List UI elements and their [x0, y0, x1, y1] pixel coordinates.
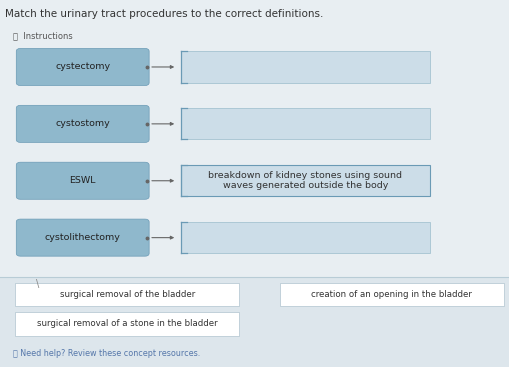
FancyBboxPatch shape — [280, 283, 504, 306]
FancyBboxPatch shape — [16, 105, 149, 142]
Text: cystectomy: cystectomy — [55, 62, 110, 72]
FancyBboxPatch shape — [181, 222, 430, 253]
FancyBboxPatch shape — [16, 48, 149, 86]
FancyBboxPatch shape — [16, 219, 149, 256]
Bar — [0, 277, 509, 367]
FancyBboxPatch shape — [181, 108, 430, 139]
Text: creation of an opening in the bladder: creation of an opening in the bladder — [312, 290, 472, 299]
Text: surgical removal of the bladder: surgical removal of the bladder — [60, 290, 195, 299]
FancyBboxPatch shape — [15, 312, 239, 336]
Text: cystolithectomy: cystolithectomy — [45, 233, 121, 242]
Text: breakdown of kidney stones using sound
waves generated outside the body: breakdown of kidney stones using sound w… — [208, 171, 403, 190]
Text: \: \ — [36, 279, 39, 289]
FancyBboxPatch shape — [181, 51, 430, 83]
Text: ⓘ  Instructions: ⓘ Instructions — [13, 31, 72, 40]
Text: cystostomy: cystostomy — [55, 119, 110, 128]
Text: Match the urinary tract procedures to the correct definitions.: Match the urinary tract procedures to th… — [5, 9, 323, 19]
FancyBboxPatch shape — [15, 283, 239, 306]
Text: ⓙ Need help? Review these concept resources.: ⓙ Need help? Review these concept resour… — [13, 349, 200, 358]
FancyBboxPatch shape — [181, 165, 430, 196]
Text: ESWL: ESWL — [69, 176, 96, 185]
Text: surgical removal of a stone in the bladder: surgical removal of a stone in the bladd… — [37, 319, 217, 328]
FancyBboxPatch shape — [16, 162, 149, 199]
